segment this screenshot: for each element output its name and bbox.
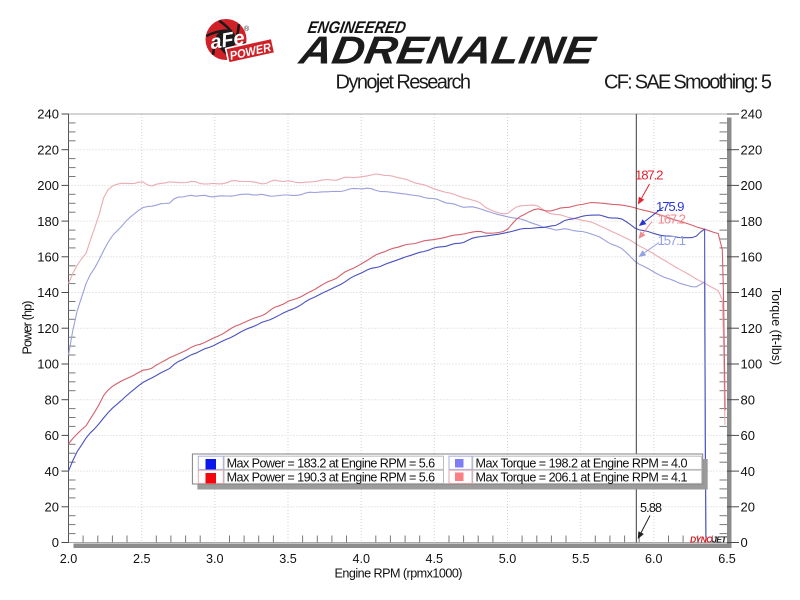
svg-text:0: 0 (741, 535, 748, 550)
svg-text:2.5: 2.5 (133, 552, 151, 566)
svg-text:DYNOJET: DYNOJET (690, 535, 727, 545)
svg-text:ENGINEERED: ENGINEERED (306, 17, 407, 37)
svg-text:Max Torque = 206.1 at Engine R: Max Torque = 206.1 at Engine RPM = 4.1 (476, 470, 688, 484)
svg-text:®: ® (244, 25, 250, 33)
svg-text:CF: SAE Smoothing: 5: CF: SAE Smoothing: 5 (604, 72, 772, 94)
svg-text:Max Power = 190.3 at Engine RP: Max Power = 190.3 at Engine RPM = 5.6 (227, 470, 436, 484)
svg-text:Max Power = 183.2 at Engine RP: Max Power = 183.2 at Engine RPM = 5.6 (227, 456, 436, 470)
svg-text:5.5: 5.5 (572, 552, 590, 566)
svg-text:187.2: 187.2 (635, 168, 664, 183)
svg-text:2.0: 2.0 (60, 552, 78, 566)
svg-text:6.0: 6.0 (645, 552, 663, 566)
svg-text:240: 240 (741, 107, 763, 122)
svg-text:157.1: 157.1 (658, 233, 687, 248)
svg-text:ADRENALINE: ADRENALINE (295, 29, 600, 73)
svg-text:175.9: 175.9 (656, 199, 685, 214)
svg-text:3.5: 3.5 (279, 552, 297, 566)
svg-text:120: 120 (741, 321, 763, 336)
svg-text:80: 80 (741, 392, 755, 407)
svg-text:Max Torque = 198.2 at Engine R: Max Torque = 198.2 at Engine RPM = 4.0 (476, 456, 688, 470)
svg-text:140: 140 (741, 285, 763, 300)
svg-text:Power (hp): Power (hp) (21, 301, 35, 355)
svg-text:6.5: 6.5 (718, 552, 736, 566)
svg-text:140: 140 (37, 285, 59, 300)
svg-text:20: 20 (45, 500, 59, 515)
svg-text:180: 180 (741, 214, 763, 229)
svg-text:200: 200 (741, 178, 763, 193)
svg-text:180: 180 (37, 214, 59, 229)
svg-text:4.0: 4.0 (352, 552, 370, 566)
svg-text:120: 120 (37, 321, 59, 336)
svg-text:160: 160 (37, 250, 59, 265)
svg-text:220: 220 (37, 142, 59, 157)
svg-text:60: 60 (45, 428, 59, 443)
svg-text:40: 40 (45, 464, 59, 479)
svg-text:Engine RPM (rpmx1000): Engine RPM (rpmx1000) (335, 567, 463, 581)
svg-text:3.0: 3.0 (206, 552, 224, 566)
svg-text:80: 80 (45, 392, 59, 407)
svg-text:0: 0 (52, 535, 59, 550)
svg-text:Dynojet Research: Dynojet Research (336, 72, 472, 94)
svg-text:4.5: 4.5 (426, 552, 444, 566)
svg-text:5.0: 5.0 (499, 552, 517, 566)
svg-text:60: 60 (741, 428, 755, 443)
svg-text:Torque (ft-lbs): Torque (ft-lbs) (769, 288, 783, 366)
svg-text:100: 100 (741, 357, 763, 372)
svg-text:220: 220 (741, 142, 763, 157)
svg-text:40: 40 (741, 464, 755, 479)
svg-text:20: 20 (741, 500, 755, 515)
svg-text:160: 160 (741, 250, 763, 265)
svg-text:5.88: 5.88 (640, 501, 662, 515)
svg-text:240: 240 (37, 107, 59, 122)
svg-text:167.2: 167.2 (658, 212, 687, 227)
svg-text:200: 200 (37, 178, 59, 193)
svg-text:100: 100 (37, 357, 59, 372)
